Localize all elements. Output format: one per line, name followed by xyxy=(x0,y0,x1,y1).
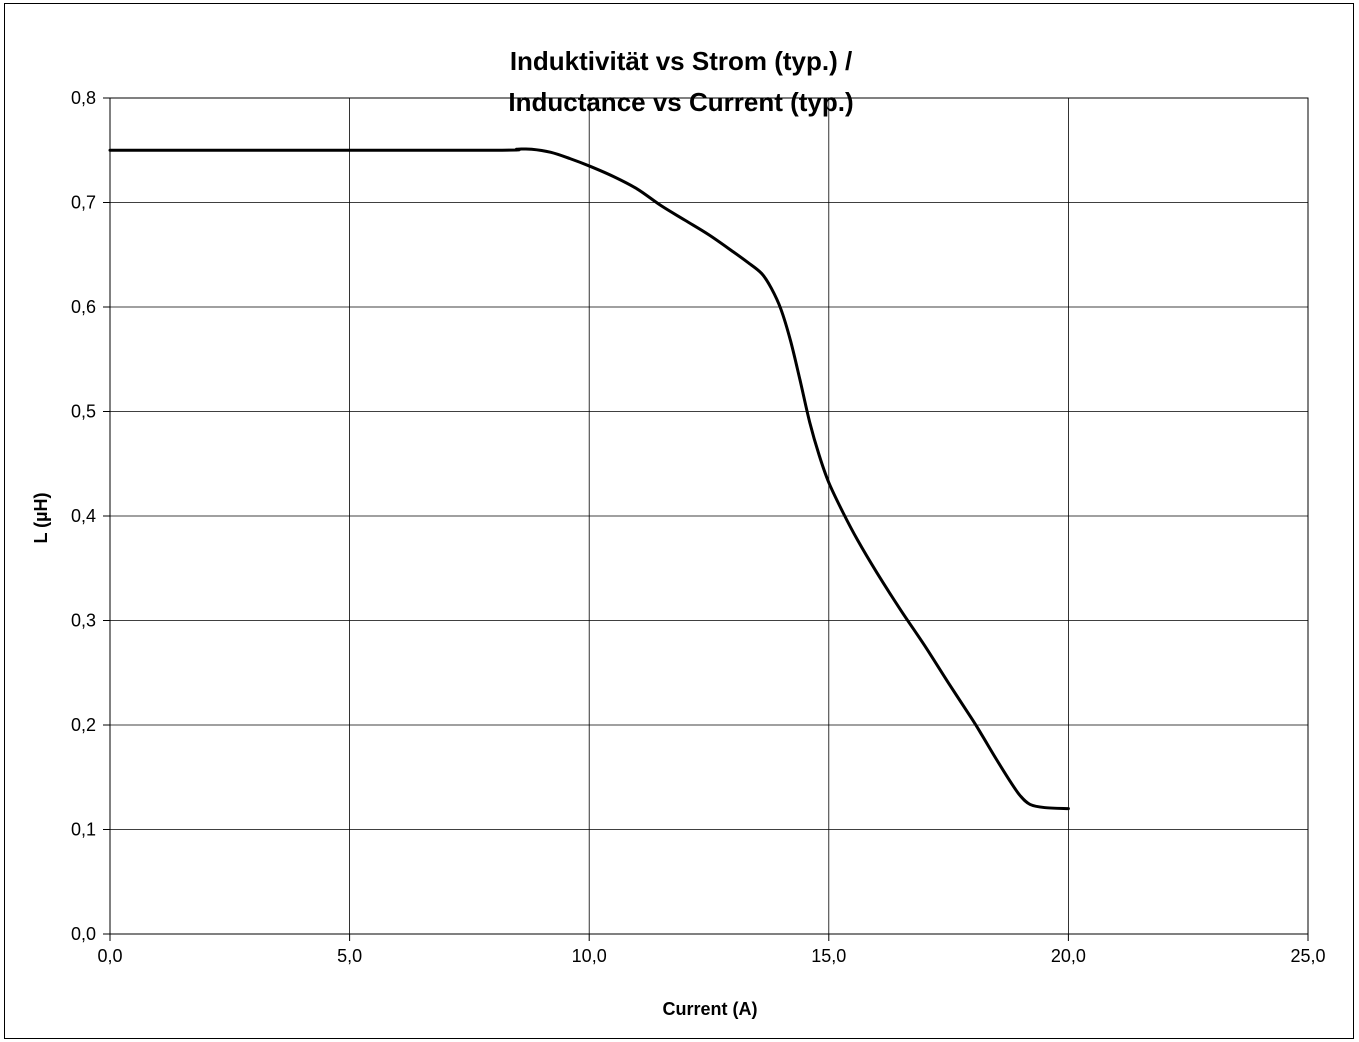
y-tick-label: 0,5 xyxy=(71,402,96,422)
x-axis-tick-labels: 0,0 5,0 10,0 15,0 20,0 25,0 xyxy=(97,946,1325,966)
x-tick-label: 5,0 xyxy=(337,946,362,966)
x-tick-label: 0,0 xyxy=(97,946,122,966)
y-tick-label: 0,0 xyxy=(71,924,96,944)
chart-frame xyxy=(4,3,1354,1039)
x-tick-label: 25,0 xyxy=(1290,946,1325,966)
y-tick-label: 0,4 xyxy=(71,506,96,526)
y-tick-label: 0,7 xyxy=(71,193,96,213)
inductance-series-line xyxy=(108,147,1070,811)
y-tick-label: 0,8 xyxy=(71,88,96,108)
y-axis-tick-labels: 0,0 0,1 0,2 0,3 0,4 0,5 0,6 0,7 0,8 xyxy=(71,88,96,944)
grid-lines xyxy=(110,98,1308,934)
x-axis-title: Current (A) xyxy=(663,999,758,1019)
axis-tick-marks xyxy=(103,97,1309,941)
x-tick-label: 20,0 xyxy=(1051,946,1086,966)
chart-title-line-1: Induktivität vs Strom (typ.) / xyxy=(510,46,852,76)
y-tick-label: 0,2 xyxy=(71,715,96,735)
x-tick-label: 15,0 xyxy=(811,946,846,966)
y-tick-label: 0,3 xyxy=(71,611,96,631)
y-tick-label: 0,6 xyxy=(71,297,96,317)
chart-title-line-2: Inductance vs Current (typ.) xyxy=(508,87,853,117)
x-tick-label: 10,0 xyxy=(572,946,607,966)
y-axis-title: L (µH) xyxy=(31,492,51,543)
y-tick-label: 0,1 xyxy=(71,820,96,840)
